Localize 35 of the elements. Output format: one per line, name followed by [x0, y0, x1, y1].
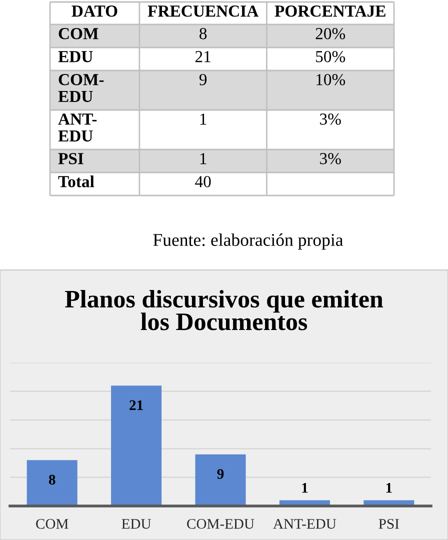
bar — [195, 454, 246, 506]
data-label: 50% — [316, 50, 346, 62]
x-tick-label: COM — [36, 518, 68, 529]
data-label: 9 — [217, 469, 224, 479]
chart-title: Planos discursivos que emiten los Documentos — [65, 290, 384, 330]
x-tick-label: COM-EDU — [187, 518, 254, 529]
data-label: 21 — [130, 400, 143, 410]
x-tick-label: ANT-EDU — [273, 518, 336, 529]
data-label: 40 — [195, 176, 211, 188]
category-label: COM-EDU — [58, 74, 104, 102]
category-label: EDU — [58, 51, 93, 62]
text: DATO — [72, 6, 118, 17]
data-label: 9 — [199, 74, 207, 86]
data-label: 8 — [48, 474, 56, 485]
category-label: PSI — [58, 153, 84, 164]
data-label: 8 — [200, 28, 207, 40]
category-label: ANT-EDU — [58, 114, 97, 142]
x-tick-label: PSI — [378, 518, 399, 529]
category-label: Total — [58, 176, 94, 188]
data-label: 1 — [302, 483, 308, 493]
data-label: 3% — [320, 152, 341, 164]
text: PORCENTAJE — [274, 6, 386, 17]
bar — [111, 386, 162, 506]
source-note: Fuente: elaboración propia — [153, 233, 344, 250]
data-label: 10% — [316, 74, 346, 86]
series-label: FRECUENCIA — [148, 6, 259, 17]
data-label: 1 — [200, 153, 206, 164]
data-label: 21 — [195, 51, 210, 62]
bar — [26, 460, 78, 506]
data-label: 1 — [386, 483, 392, 493]
data-label: 3% — [320, 113, 341, 125]
data-label: 20% — [316, 28, 346, 40]
x-tick-label: EDU — [122, 519, 151, 529]
category-label: COM — [58, 28, 98, 40]
data-label: 1 — [200, 114, 206, 125]
